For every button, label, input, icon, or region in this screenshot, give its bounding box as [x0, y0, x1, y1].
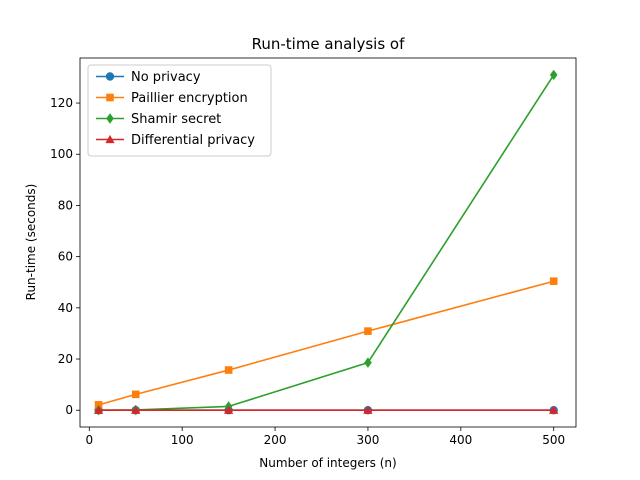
legend-label: No privacy [131, 70, 201, 85]
x-tick-label: 400 [449, 433, 472, 447]
legend-label: Differential privacy [131, 133, 255, 148]
data-point [224, 405, 234, 414]
y-tick-label: 80 [58, 198, 73, 212]
y-tick-label: 20 [58, 352, 73, 366]
data-point [549, 405, 559, 414]
legend-swatch-marker [105, 134, 115, 144]
x-tick-label: 300 [356, 433, 379, 447]
chart-title: Run-time analysis of [252, 35, 406, 53]
plot-area: 0 100 200 300 400 500 0 20 40 60 80 100 120 [50, 57, 577, 447]
legend-swatch-marker [106, 93, 114, 102]
x-tick-label: 0 [85, 433, 93, 447]
series-2 [94, 277, 558, 409]
data-point [131, 405, 141, 414]
legend-box [87, 64, 272, 157]
x-tick-label: 500 [542, 433, 565, 447]
data-point [364, 327, 372, 335]
data-point [364, 357, 372, 368]
legend-label: Shamir secret [131, 112, 221, 127]
y-tick-label: 100 [50, 147, 73, 161]
x-tick-label: 100 [171, 433, 194, 447]
y-tick-label: 0 [65, 403, 73, 417]
data-point [363, 405, 373, 414]
y-axis-label: Run-time (seconds) [24, 184, 38, 301]
legend-label: Paillier encryption [131, 91, 248, 106]
x-axis-label: Number of integers (n) [259, 456, 396, 470]
data-point [549, 277, 558, 286]
data-point [131, 390, 140, 399]
legend-swatch-marker [105, 72, 115, 81]
y-tick-label: 60 [58, 250, 73, 264]
series-4 [93, 405, 559, 414]
data-point [224, 366, 233, 374]
y-tick-label: 40 [58, 301, 73, 315]
legend-swatch-marker [106, 113, 114, 124]
plot-frame [79, 57, 577, 428]
data-point [549, 69, 558, 81]
legend: No privacy Paillier encryption Shamir secr… [87, 64, 272, 157]
x-tick-label: 200 [264, 433, 287, 447]
data-point [94, 401, 103, 409]
data-point [93, 405, 104, 414]
y-tick-label: 120 [50, 96, 73, 110]
